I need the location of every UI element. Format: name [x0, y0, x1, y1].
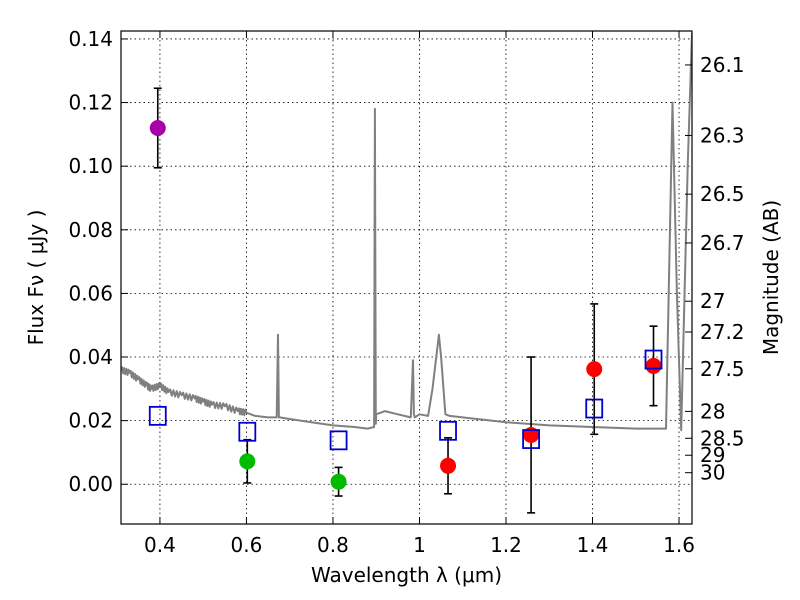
model-square-point: [148, 405, 167, 426]
model-square-point: [522, 429, 540, 449]
mag-tick-label: 30: [700, 461, 725, 485]
y-tick-label: 0.04: [68, 345, 113, 369]
mag-tick-label: 26.1: [700, 53, 745, 77]
mag-tick-label: 28.5: [700, 426, 745, 450]
observed-red-point: [440, 457, 457, 474]
mag-tick-label: 28: [700, 399, 725, 423]
y-tick-label: 0.10: [68, 154, 113, 178]
x-tick-label: 0.8: [317, 533, 349, 557]
mag-tick-label: 26.3: [700, 123, 745, 147]
model-square-point: [329, 430, 348, 451]
gridlines: [121, 31, 692, 524]
observed-green-point: [239, 453, 256, 470]
tick-layer: 0.4 0.6 0.8 1 1.2 1.4 1.6 0.00 0.02 0.04 0.06 0.08 0…: [68, 27, 744, 557]
x-tick-label: 1: [413, 533, 426, 557]
model-square-point: [439, 420, 457, 441]
observed-green-point: [330, 473, 347, 490]
mag-tick-label: 29: [700, 443, 725, 467]
x-tick-label: 0.6: [231, 533, 263, 557]
mag-tick-label: 27.2: [700, 320, 745, 344]
y-tick-label: 0.08: [68, 218, 113, 242]
y-tick-label: 0.02: [68, 409, 113, 433]
observed-purple-point: [149, 120, 166, 137]
x-tick-label: 1.2: [490, 533, 522, 557]
y-tick-label: 0.14: [68, 27, 113, 51]
observed-red-point: [586, 361, 603, 378]
y-tick-label: 0.12: [68, 91, 113, 115]
model-square-point: [644, 349, 663, 370]
spectrum-line: [121, 32, 692, 432]
observed-red-point: [645, 357, 662, 374]
spectrum-layer: [121, 32, 692, 432]
mag-tick-label: 26.7: [700, 231, 745, 255]
model-square-point: [585, 398, 604, 419]
marker-layer: [148, 87, 663, 514]
mag-tick-label: 26.5: [700, 182, 745, 206]
y-axis-title: Flux Fν ( μJy ): [24, 210, 48, 346]
plot-frame: [120, 30, 693, 525]
mag-tick-label: 27: [700, 289, 725, 313]
mag-tick-label: 27.5: [700, 357, 745, 381]
y-tick-label: 0.00: [68, 472, 113, 496]
y2-axis-title: Magnitude (AB): [759, 200, 783, 355]
x-tick-label: 1.6: [663, 533, 695, 557]
y-tick-label: 0.06: [68, 281, 113, 305]
x-tick-label: 1.4: [577, 533, 609, 557]
x-axis-title: Wavelength λ (μm): [311, 563, 502, 587]
model-square-point: [238, 421, 257, 442]
x-tick-label: 0.4: [144, 533, 176, 557]
